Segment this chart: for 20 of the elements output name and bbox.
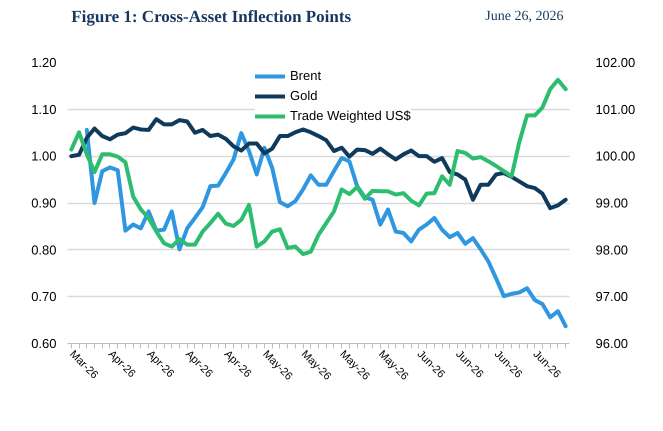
y-tick-label: 0.70	[31, 289, 57, 304]
y2-tick-label: 99.00	[596, 196, 628, 210]
y-tick-label: 1.00	[31, 148, 57, 164]
y2-tick-label: 98.00	[596, 242, 628, 258]
y-tick-label: 1.10	[31, 102, 57, 117]
y2-tick-label: 97.00	[596, 289, 628, 304]
chart-subtitle: June 26, 2026	[485, 9, 564, 24]
legend-label: Gold	[290, 87, 318, 105]
y2-tick-label: 102.00	[596, 55, 636, 70]
legend-label: Brent	[290, 67, 322, 85]
y-tick-label: 0.90	[31, 196, 57, 210]
chart-title: Figure 1: Cross-Asset Inflection Points	[71, 7, 352, 26]
y2-tick-label: 100.00	[596, 148, 636, 164]
y-tick-label: 1.20	[31, 55, 57, 70]
y-tick-label: 0.80	[31, 242, 57, 258]
y2-tick-label: 101.00	[596, 102, 636, 117]
line-series	[84, 128, 568, 328]
y2-tick-label: 96.00	[596, 336, 628, 351]
legend-label: Trade Weighted US$	[290, 107, 411, 125]
y-tick-label: 0.60	[31, 336, 57, 351]
